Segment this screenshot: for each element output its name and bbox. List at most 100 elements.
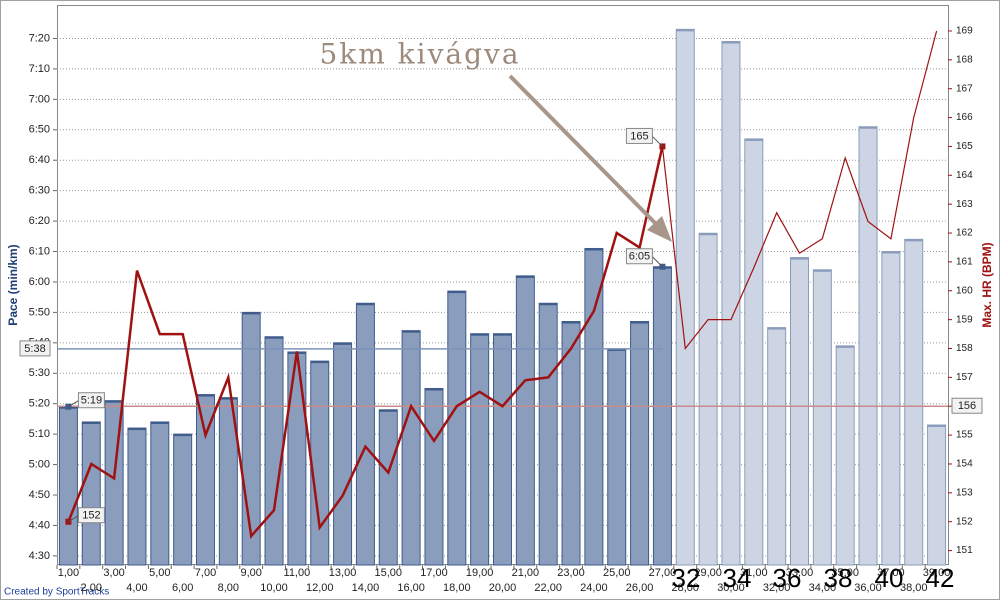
x-tick-label: 16,00 (397, 582, 425, 594)
bar-cap (790, 257, 809, 260)
y-tick-label: 6:20 (29, 215, 50, 227)
x-tick-label: 15,00 (375, 567, 403, 579)
y-tick-label: 5:00 (29, 458, 50, 470)
bar-cap (356, 303, 375, 306)
bar (401, 330, 421, 566)
hr-line (661, 30, 938, 351)
bar (812, 269, 832, 566)
bar (493, 333, 512, 566)
y2-tick-label: 162 (956, 228, 973, 239)
bar (630, 321, 650, 566)
bar (378, 409, 398, 566)
big-label: 40 (875, 563, 904, 593)
x-tick-label: 26,00 (626, 582, 654, 594)
bar-cap (881, 251, 900, 254)
bar-cap (242, 312, 261, 315)
y-tick-label: 5:50 (29, 306, 50, 318)
x-tick-label: 2,00 (81, 582, 102, 594)
value-label: 165 (630, 130, 648, 142)
y2-tick-label: 157 (956, 372, 973, 383)
reference-label-box (19, 340, 51, 357)
y2-tick-label: 155 (956, 430, 973, 441)
y2-tick-label: 164 (956, 170, 973, 181)
bar-cap (219, 397, 238, 400)
y-tick-label: 4:40 (29, 519, 50, 531)
y2-tick-label: 167 (956, 83, 973, 94)
bar (150, 421, 170, 566)
bar (767, 327, 787, 566)
bar (470, 333, 490, 566)
x-tick-label: 3,00 (103, 567, 124, 579)
bar (858, 126, 878, 566)
bar (424, 387, 444, 566)
bar-cap (196, 394, 215, 397)
y-tick-label: 6:10 (29, 245, 50, 257)
y2-tick-label: 169 (956, 26, 973, 37)
reference-label: 156 (958, 400, 976, 412)
bar-cap (493, 333, 512, 336)
bar (835, 345, 855, 566)
bar-cap (333, 342, 352, 345)
x-tick-label: 18,00 (443, 582, 471, 594)
annotation-arrowhead (647, 216, 672, 242)
bar-cap (676, 29, 695, 32)
bar (904, 238, 924, 566)
y-tick-label: 5:20 (29, 398, 50, 410)
value-label-box (77, 392, 105, 409)
bar (81, 421, 101, 566)
bar-cap (539, 303, 558, 306)
x-tick-label: 12,00 (306, 582, 334, 594)
bar (58, 406, 78, 566)
y-tick-label: 6:50 (29, 124, 50, 136)
bar (790, 257, 809, 566)
y2-tick-label: 153 (956, 487, 973, 498)
bar (310, 360, 330, 566)
bar-cap (859, 126, 878, 129)
y2-tick-label: 158 (956, 343, 973, 354)
big-label: 42 (926, 563, 955, 593)
bar-cap (904, 239, 923, 242)
x-tick-label: 34,00 (809, 582, 837, 594)
y2-tick-label: 159 (956, 314, 973, 325)
bar-cap (836, 345, 855, 348)
bar-cap (402, 330, 421, 333)
y-tick-label: 7:00 (29, 93, 50, 105)
x-tick-label: 14,00 (352, 582, 380, 594)
x-tick-label: 17,00 (420, 567, 448, 579)
bar (927, 424, 947, 566)
reference-label: 5:38 (24, 343, 45, 355)
bar-cap (173, 434, 192, 437)
y2-tick-label: 161 (956, 257, 973, 268)
x-tick-label: 32,00 (763, 582, 791, 594)
label-leader (68, 400, 79, 408)
bar-cap (584, 248, 603, 251)
x-tick-label: 13,00 (329, 567, 357, 579)
y2-tick-label: 151 (956, 545, 973, 556)
bar-cap (447, 291, 466, 294)
bar-cap (699, 233, 718, 236)
bar (287, 351, 307, 566)
y-tick-label: 6:40 (29, 154, 50, 166)
x-tick-label: 36,00 (854, 582, 882, 594)
bar-cap (927, 425, 946, 427)
bar-cap (470, 333, 489, 336)
bar (721, 41, 741, 566)
x-tick-label: 37,00 (877, 567, 905, 579)
y2-tick-label: 154 (956, 459, 973, 470)
y2-tick-label: 152 (956, 516, 973, 527)
value-label-box (77, 507, 105, 524)
x-tick-label: 9,00 (240, 567, 261, 579)
bar-cap (150, 421, 169, 424)
bar-cap (607, 348, 626, 351)
y2-axis-title: Max. HR (BPM) (980, 242, 994, 327)
x-tick-label: 27,00 (649, 567, 677, 579)
x-tick-label: 19,00 (466, 567, 494, 579)
bar (538, 302, 558, 566)
bar-cap (127, 428, 146, 431)
annotation-arrow (508, 74, 662, 230)
x-tick-label: 38,00 (900, 582, 928, 594)
bar-cap (721, 41, 740, 44)
bar (355, 302, 375, 566)
value-label-box (625, 127, 653, 144)
y-tick-label: 4:50 (29, 489, 50, 501)
